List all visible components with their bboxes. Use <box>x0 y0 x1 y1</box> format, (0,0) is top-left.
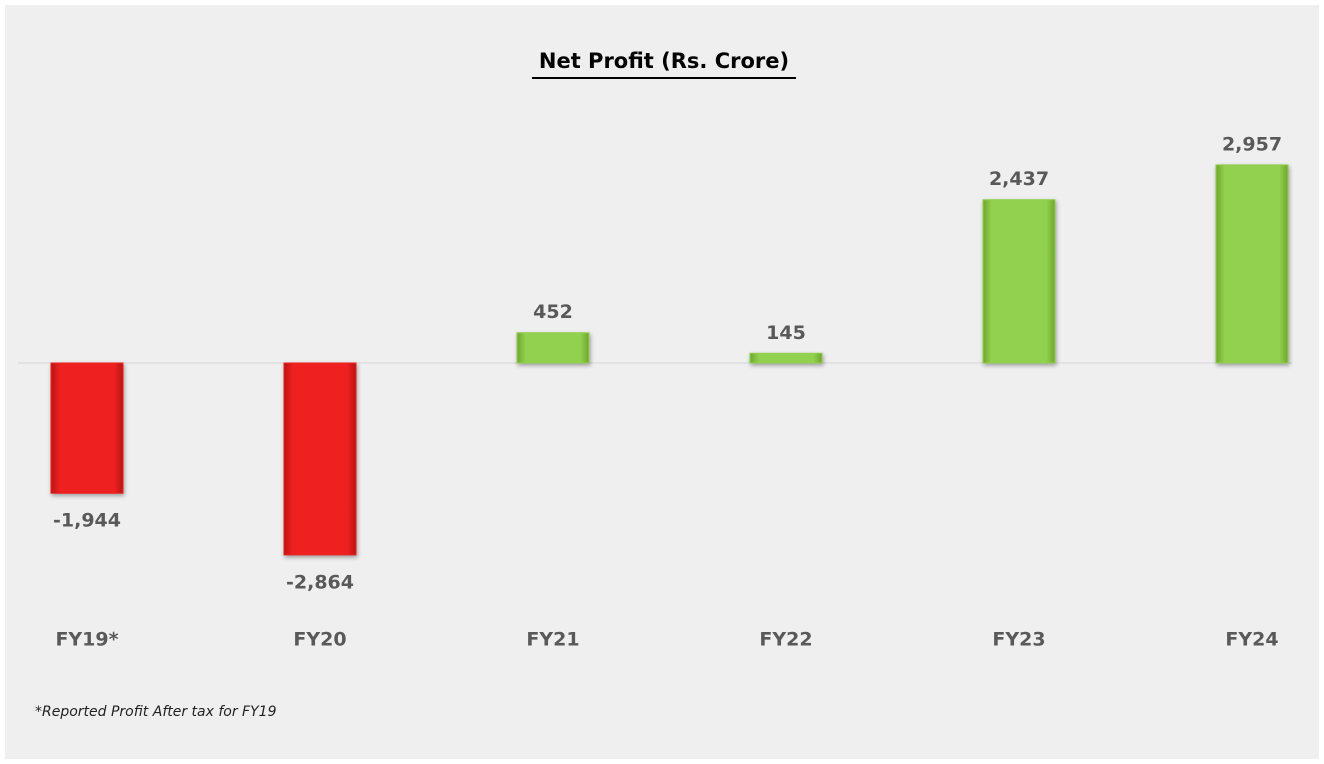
value-label: -1,944 <box>53 510 121 532</box>
chart-background <box>5 5 1319 759</box>
chart-title: Net Profit (Rs. Crore) <box>539 49 789 73</box>
x-tick-label: FY19* <box>55 629 118 651</box>
footnote: *Reported Profit After tax for FY19 <box>35 704 277 720</box>
x-tick-label: FY20 <box>293 629 346 651</box>
value-label: 2,957 <box>1222 133 1282 155</box>
x-tick-label: FY22 <box>759 629 812 651</box>
x-tick-label: FY21 <box>526 629 579 651</box>
value-label: 145 <box>766 322 806 344</box>
bar <box>283 362 357 556</box>
value-label: 452 <box>533 301 573 323</box>
bar <box>982 199 1056 364</box>
bar <box>516 332 590 364</box>
value-label: -2,864 <box>286 571 354 593</box>
bar <box>50 362 124 494</box>
bar <box>1215 164 1289 364</box>
x-tick-label: FY24 <box>1225 629 1278 651</box>
value-label: 2,437 <box>989 168 1049 190</box>
bar <box>749 352 823 364</box>
x-tick-label: FY23 <box>992 629 1045 651</box>
